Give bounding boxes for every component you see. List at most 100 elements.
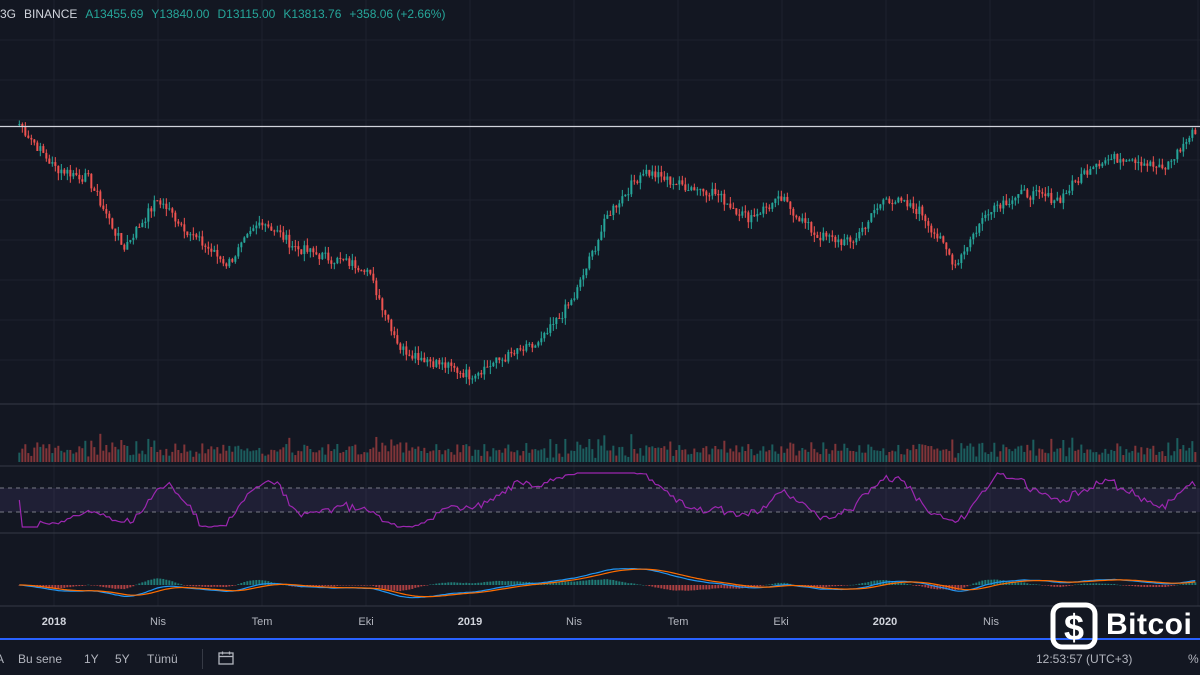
macd-histogram-bar [237, 584, 240, 585]
candle-body [663, 176, 666, 180]
candle-body [894, 202, 897, 204]
volume-bar [105, 444, 108, 462]
volume-bar [84, 440, 87, 462]
range-button-partial[interactable]: A [0, 652, 5, 666]
candle-body [492, 362, 495, 367]
volume-bar [714, 445, 717, 462]
volume-bar [522, 451, 525, 462]
volume-bar [948, 450, 951, 462]
candle-body [507, 351, 510, 362]
macd-histogram-bar [48, 585, 51, 589]
volume-bar [279, 449, 282, 462]
candle-body [495, 357, 498, 363]
macd-histogram-bar [576, 581, 579, 585]
volume-bar [1029, 450, 1032, 462]
macd-histogram-bar [594, 579, 597, 585]
volume-bar [912, 444, 915, 462]
volume-bar [165, 448, 168, 462]
candle-body [453, 365, 456, 368]
volume-bar [618, 447, 621, 462]
range-button-ytd[interactable]: Bu sene [18, 652, 63, 666]
volume-bar [474, 449, 477, 462]
macd-histogram-bar [822, 585, 825, 588]
volume-bar [162, 455, 165, 462]
macd-histogram-bar [162, 578, 165, 585]
volume-bar [288, 437, 291, 462]
volume-bar [123, 445, 126, 462]
volume-bar [861, 452, 864, 462]
macd-histogram-bar [858, 583, 861, 585]
candle-body [873, 210, 876, 214]
volume-bar [531, 449, 534, 462]
clock-readout[interactable]: 12:53:57 (UTC+3) [1036, 652, 1133, 666]
volume-bar [1173, 451, 1176, 462]
macd-histogram-bar [180, 584, 183, 585]
grid-lines [0, 0, 1200, 606]
macd-histogram-bar [669, 585, 672, 591]
candle-body [1128, 160, 1131, 162]
macd-histogram-bar [1134, 585, 1137, 587]
volume-bar [825, 448, 828, 462]
volume-bar [1071, 437, 1074, 462]
macd-histogram-bar [708, 585, 711, 590]
macd-histogram-bar [129, 585, 132, 588]
macd-histogram-bar [675, 585, 678, 591]
candle-body [24, 127, 27, 136]
candle-body [108, 213, 111, 219]
candle-body [999, 204, 1002, 209]
candle-body [582, 275, 585, 280]
candle-body [18, 124, 21, 126]
volume-bar [147, 438, 150, 462]
volume-bar [876, 450, 879, 462]
volume-bar [96, 454, 99, 462]
candle-body [300, 249, 303, 255]
volume-bar [300, 451, 303, 462]
volume-bar [492, 448, 495, 462]
calendar-icon[interactable] [218, 651, 234, 665]
range-button-1y[interactable]: 1Y [84, 652, 99, 666]
candle-body [393, 331, 396, 336]
candle-body [795, 215, 798, 218]
volume-bar [402, 452, 405, 462]
candle-body [318, 254, 321, 260]
volume-bar [594, 457, 597, 462]
candle-body [981, 218, 984, 224]
percent-toggle[interactable]: % [1188, 652, 1199, 666]
macd-histogram-bar [972, 583, 975, 585]
volume-bar [981, 442, 984, 462]
candle-body [120, 233, 123, 245]
volume-bar [603, 435, 606, 462]
volume-bar [726, 452, 729, 462]
candle-body [84, 173, 87, 182]
macd-histogram-bar [825, 585, 828, 588]
volume-bar [435, 444, 438, 462]
candle-body [468, 369, 471, 380]
candle-body [1173, 159, 1176, 161]
volume-bar [924, 445, 927, 462]
range-button-all[interactable]: Tümü [147, 652, 178, 666]
volume-bar [840, 450, 843, 462]
volume-bar [1191, 441, 1194, 462]
candle-body [408, 354, 411, 356]
candle-body [279, 230, 282, 233]
candle-body [1134, 159, 1137, 164]
interval-label[interactable]: 3G [0, 7, 17, 21]
macd-histogram-bar [333, 585, 336, 587]
volume-bar [231, 451, 234, 462]
volume-bar [447, 448, 450, 462]
volume-bar [537, 450, 540, 462]
volume-bar [1176, 438, 1179, 462]
x-axis-label-eki-2019: Eki [773, 616, 789, 628]
candle-body [312, 248, 315, 253]
volume-bar [1116, 443, 1119, 462]
candle-body [411, 355, 414, 359]
range-button-5y[interactable]: 5Y [115, 652, 130, 666]
candle-body [717, 194, 720, 196]
candle-body [660, 172, 663, 177]
volume-bar [1149, 448, 1152, 462]
volume-bar [999, 451, 1002, 462]
candle-body [456, 367, 459, 373]
macd-histogram-bar [1191, 582, 1194, 585]
macd-histogram-bar [1023, 582, 1026, 585]
